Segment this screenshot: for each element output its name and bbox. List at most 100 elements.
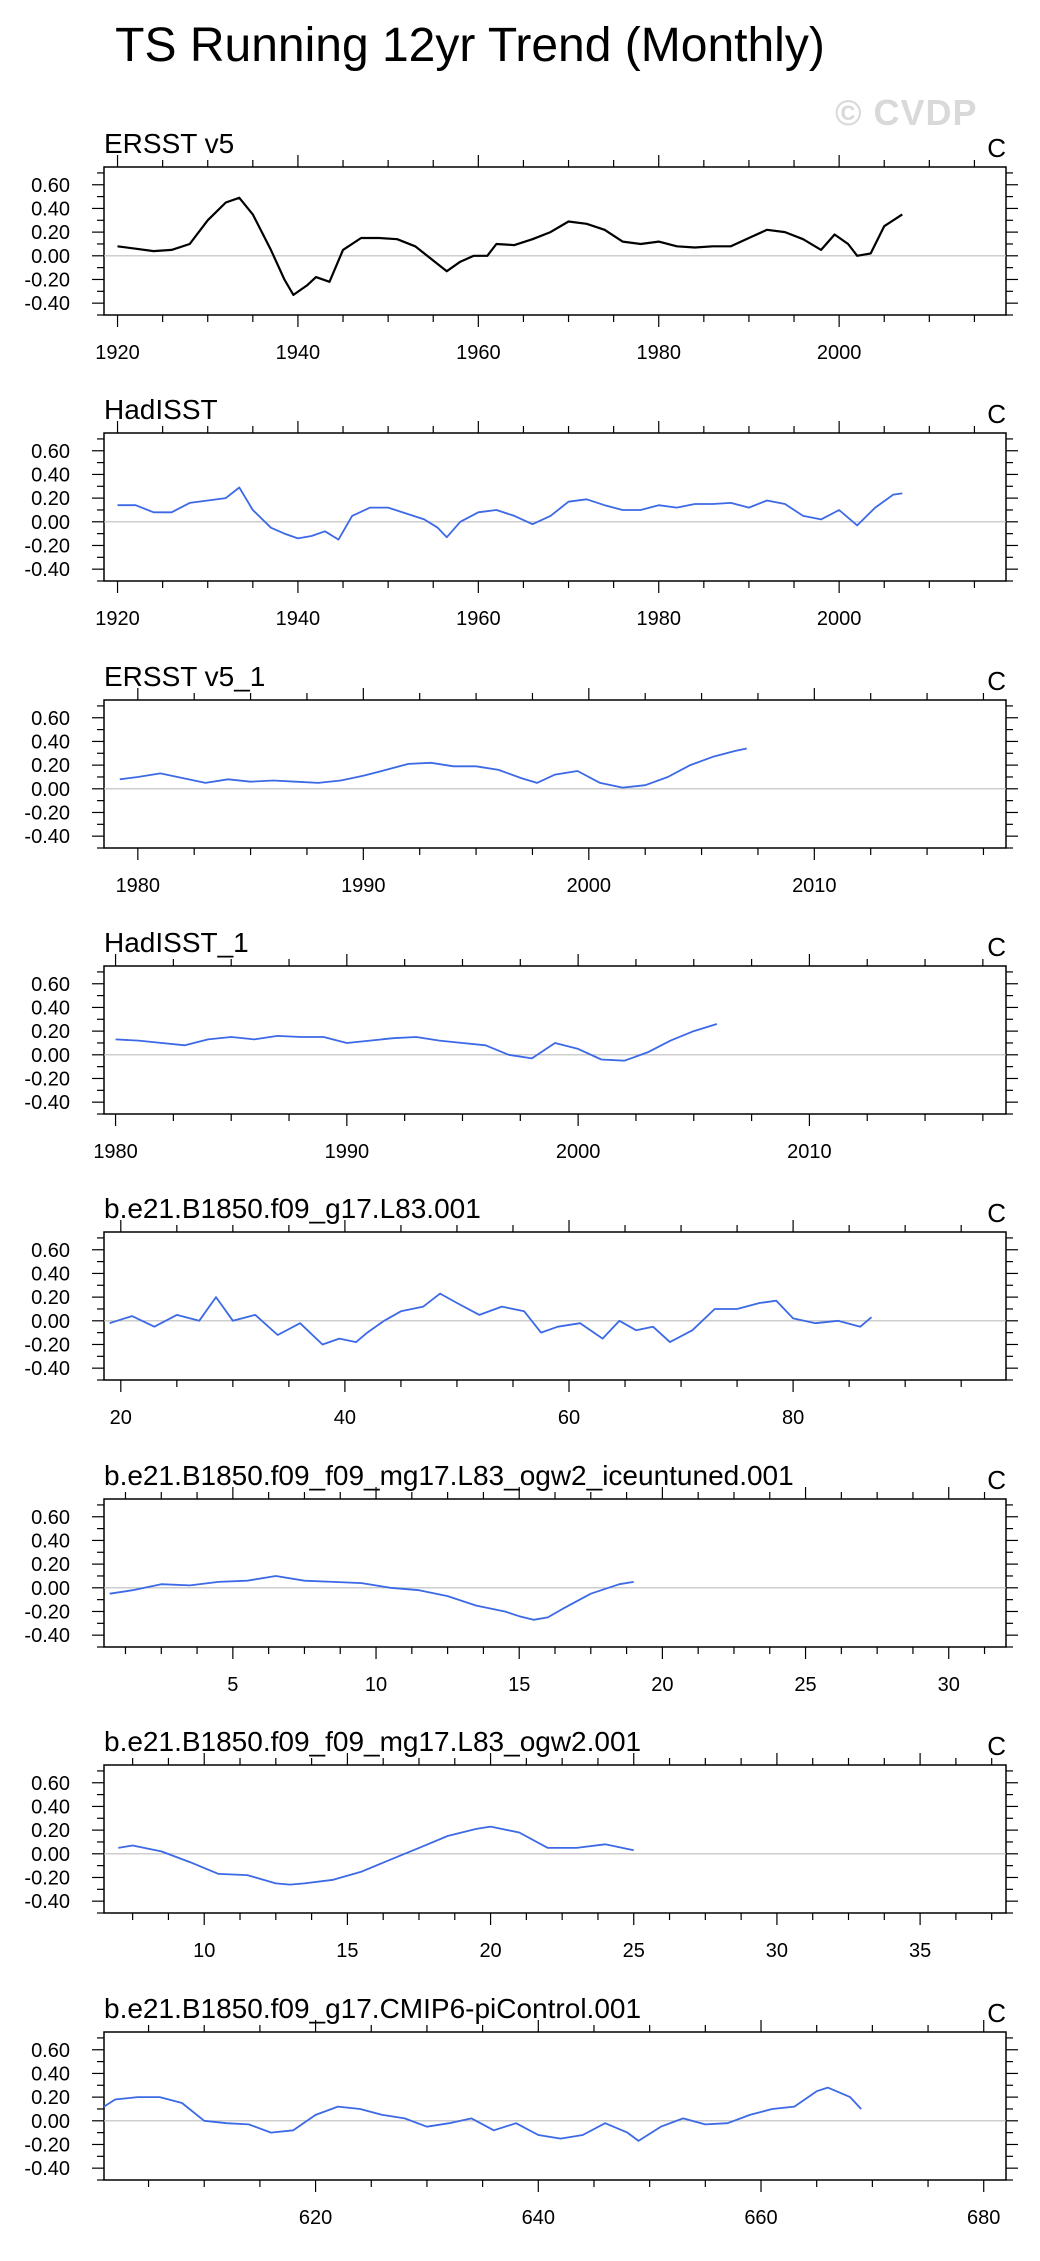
plot-frame [103, 166, 1007, 316]
y-tick-label: -0.20 [24, 1601, 70, 1623]
y-tick-label: 0.00 [31, 2111, 70, 2133]
plot-frame [103, 1231, 1007, 1381]
y-tick-label: 0.60 [31, 1240, 70, 1262]
y-tick-label: 0.00 [31, 1578, 70, 1600]
x-tick-label: 680 [967, 2207, 1000, 2229]
y-tick-label: 0.20 [31, 1287, 70, 1309]
x-tick-label: 2010 [787, 1141, 832, 1163]
x-tick-label: 1960 [456, 608, 501, 630]
x-tick-label: 30 [766, 1940, 788, 1962]
x-tick-label: 1980 [636, 342, 681, 364]
x-tick-label: 1980 [116, 875, 161, 897]
x-tick-label: 20 [479, 1940, 501, 1962]
x-tick-label: 1920 [95, 608, 140, 630]
y-tick-label: -0.40 [24, 1625, 70, 1647]
series-line [115, 1023, 718, 1062]
y-tick-label: -0.20 [24, 535, 70, 557]
x-tick-label: 40 [334, 1407, 356, 1429]
plot-frame [103, 699, 1007, 849]
y-tick-label: -0.20 [24, 1068, 70, 1090]
x-tick-label: 2000 [567, 875, 612, 897]
series-line [119, 747, 747, 789]
x-tick-label: 1980 [93, 1141, 138, 1163]
x-tick-label: 60 [558, 1407, 580, 1429]
x-tick-label: 1940 [276, 342, 321, 364]
panel-title: b.e21.B1850.f09_g17.CMIP6-piControl.001 [104, 1993, 641, 2024]
y-tick-label: 0.40 [31, 1263, 70, 1285]
units-label: C [987, 399, 1006, 429]
y-tick-label: 0.20 [31, 1554, 70, 1576]
x-tick-label: 15 [508, 1674, 530, 1696]
panel-title: HadISST [104, 394, 218, 425]
plot-frame [103, 432, 1007, 582]
y-tick-label: -0.40 [24, 1891, 70, 1913]
chart-panel: HadISST C 0.600.400.200.00-0.20-0.40 1920 19… [24, 394, 1018, 630]
y-tick-label: 0.60 [31, 1773, 70, 1795]
y-tick-label: -0.40 [24, 1092, 70, 1114]
series-line [118, 1825, 634, 1886]
x-tick-label: 1920 [95, 342, 140, 364]
x-tick-label: 1980 [636, 608, 681, 630]
x-tick-label: 35 [909, 1940, 931, 1962]
chart-panel: b.e21.B1850.f09_g17.CMIP6-piControl.001 C… [24, 1993, 1018, 2229]
y-tick-label: 0.40 [31, 198, 70, 220]
y-tick-label: 0.00 [31, 512, 70, 534]
y-tick-label: 0.20 [31, 2087, 70, 2109]
x-tick-label: 10 [365, 1674, 387, 1696]
panel-title: ERSST v5 [104, 128, 234, 159]
x-tick-label: 1960 [456, 342, 501, 364]
y-tick-label: 0.60 [31, 974, 70, 996]
y-tick-label: -0.20 [24, 269, 70, 291]
series-line [117, 486, 903, 541]
y-tick-label: 0.00 [31, 1311, 70, 1333]
y-tick-label: 0.20 [31, 1021, 70, 1043]
x-tick-label: 640 [522, 2207, 555, 2229]
y-tick-label: -0.20 [24, 802, 70, 824]
panel-title: b.e21.B1850.f09_f09_mg17.L83_ogw2_iceunt… [104, 1460, 794, 1491]
panel-title: HadISST_1 [104, 927, 249, 958]
panel-title: b.e21.B1850.f09_g17.L83.001 [104, 1193, 481, 1224]
series-line [109, 1575, 634, 1621]
y-tick-label: -0.40 [24, 826, 70, 848]
y-tick-label: 0.20 [31, 488, 70, 510]
panel-title: b.e21.B1850.f09_f09_mg17.L83_ogw2.001 [104, 1726, 641, 1757]
chart-panel: HadISST_1 C 0.600.400.200.00-0.20-0.40 1980… [24, 927, 1018, 1163]
y-tick-label: -0.20 [24, 1334, 70, 1356]
series-line [117, 196, 903, 296]
x-tick-label: 2000 [556, 1141, 601, 1163]
y-tick-label: 0.00 [31, 246, 70, 268]
units-label: C [987, 932, 1006, 962]
y-tick-label: 0.20 [31, 1820, 70, 1842]
y-tick-label: -0.40 [24, 293, 70, 315]
y-tick-label: 0.00 [31, 779, 70, 801]
x-tick-label: 25 [623, 1940, 645, 1962]
x-tick-label: 10 [193, 1940, 215, 1962]
plot-frame [103, 1498, 1007, 1648]
page-title: TS Running 12yr Trend (Monthly) [115, 19, 825, 72]
series-line [109, 1292, 873, 1346]
y-tick-label: 0.40 [31, 2063, 70, 2085]
units-label: C [987, 1465, 1006, 1495]
units-label: C [987, 1731, 1006, 1761]
plot-frame [103, 2031, 1007, 2181]
x-tick-label: 1990 [341, 875, 386, 897]
x-tick-label: 620 [299, 2207, 332, 2229]
y-tick-label: 0.20 [31, 755, 70, 777]
x-tick-label: 15 [336, 1940, 358, 1962]
chart-panel: b.e21.B1850.f09_f09_mg17.L83_ogw2_iceunt… [24, 1460, 1018, 1696]
units-label: C [987, 666, 1006, 696]
y-tick-label: 0.40 [31, 1796, 70, 1818]
plot-frame [103, 965, 1007, 1115]
y-tick-label: 0.60 [31, 708, 70, 730]
y-tick-label: 0.40 [31, 1530, 70, 1552]
units-label: C [987, 133, 1006, 163]
x-tick-label: 1940 [276, 608, 321, 630]
panel-title: ERSST v5_1 [104, 661, 265, 692]
x-tick-label: 25 [794, 1674, 816, 1696]
x-tick-label: 20 [110, 1407, 132, 1429]
y-tick-label: 0.40 [31, 464, 70, 486]
chart-panel: b.e21.B1850.f09_g17.L83.001 C 0.600.400.20… [24, 1193, 1018, 1429]
x-tick-label: 660 [744, 2207, 777, 2229]
series-line [103, 2086, 862, 2142]
